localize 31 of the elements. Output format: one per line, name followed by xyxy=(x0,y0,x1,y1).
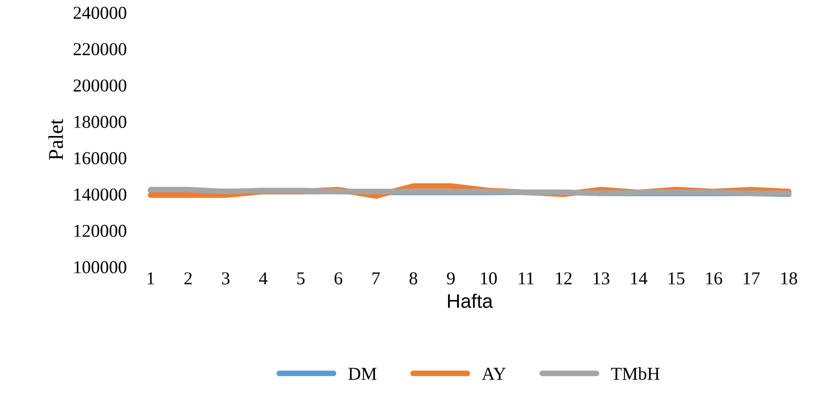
legend-label: AY xyxy=(482,368,506,380)
x-axis-title: Hafta xyxy=(448,294,493,308)
y-tick-label: 120000 xyxy=(74,224,126,237)
x-tick-label: 17 xyxy=(744,272,760,284)
y-tick-label: 220000 xyxy=(74,43,126,56)
x-tick-label: 8 xyxy=(410,272,418,284)
x-tick-label: 15 xyxy=(668,272,684,284)
y-tick-label: 100000 xyxy=(74,261,126,274)
legend-label: TMbH xyxy=(611,367,660,380)
y-tick-label: 200000 xyxy=(74,79,126,92)
x-tick-label: 9 xyxy=(446,272,455,284)
y-tick-label: 140000 xyxy=(74,188,126,201)
x-tick-label: 1 xyxy=(148,272,154,284)
x-tick-label: 7 xyxy=(372,272,380,284)
y-tick-label: 240000 xyxy=(74,6,126,19)
x-tick-label: 16 xyxy=(706,272,722,284)
x-tick-label: 6 xyxy=(334,272,342,284)
x-tick-label: 12 xyxy=(556,272,572,284)
x-tick-label: 10 xyxy=(481,272,497,284)
legend-label: DM xyxy=(348,368,376,380)
x-tick-label: 2 xyxy=(184,272,192,284)
x-tick-label: 18 xyxy=(781,272,798,284)
y-axis-title: Palet xyxy=(48,118,64,160)
x-tick-label: 4 xyxy=(259,272,268,284)
x-tick-label: 5 xyxy=(297,272,305,284)
y-tick-label: 160000 xyxy=(74,152,126,164)
x-tick-label: 11 xyxy=(518,272,534,284)
y-tick-label: 180000 xyxy=(74,116,126,128)
x-tick-label: 3 xyxy=(222,272,230,284)
x-tick-label: 13 xyxy=(594,272,610,284)
x-tick-label: 14 xyxy=(631,272,648,284)
